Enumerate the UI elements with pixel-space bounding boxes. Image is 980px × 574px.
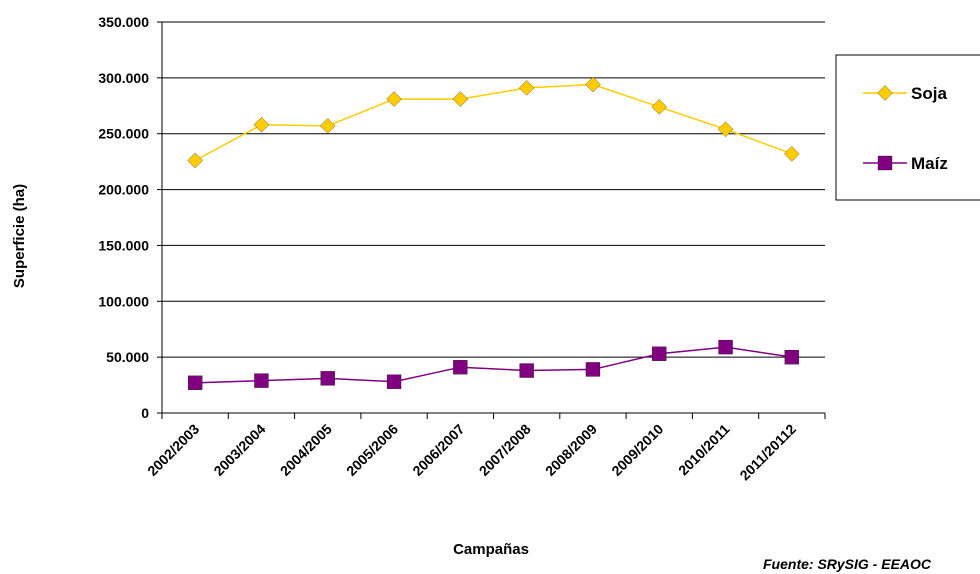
- data-point-maiz: [320, 371, 335, 386]
- legend-box: [835, 54, 980, 201]
- data-point-soja: [452, 91, 469, 107]
- y-tick-label: 300.000: [98, 70, 149, 86]
- y-tick-labels: 0 50.000 100.000 150.000 200.000 250.000 300.0…: [98, 14, 149, 421]
- legend-label-maiz: Maíz: [911, 154, 948, 173]
- data-point-soja: [784, 146, 800, 162]
- source-note: Fuente: SRySIG - EEAOC: [763, 556, 932, 572]
- legend: Soja Maíz: [835, 54, 980, 201]
- legend-marker-soja: [877, 85, 893, 101]
- legend-marker-maiz: [877, 155, 893, 171]
- data-point-maiz: [519, 363, 534, 378]
- y-tick-label: 150.000: [98, 237, 149, 253]
- x-tick-label: 2003/2004: [210, 421, 268, 479]
- axes: [161, 22, 826, 419]
- data-point-maiz: [386, 374, 402, 389]
- y-tick-label: 100.000: [98, 293, 149, 309]
- y-tick-label: 250.000: [98, 126, 149, 142]
- x-tick-label: 2011/20112: [736, 421, 799, 484]
- data-point-soja: [253, 117, 270, 133]
- legend-items: Soja Maíz: [863, 84, 948, 173]
- data-point-soja: [518, 80, 535, 96]
- data-point-soja: [585, 76, 601, 93]
- data-point-maiz: [453, 360, 468, 375]
- x-tick-label: 2004/2005: [277, 421, 335, 479]
- x-tick-label: 2010/2011: [675, 421, 733, 479]
- data-point-soja: [651, 99, 667, 115]
- series-line-soja: [194, 83, 793, 162]
- y-tick-label: 0: [141, 405, 149, 421]
- x-tick-label: 2005/2006: [343, 421, 401, 479]
- legend-label-soja: Soja: [911, 84, 947, 103]
- y-tick-label: 200.000: [98, 182, 149, 198]
- gridlines: [157, 21, 825, 414]
- x-tick-label: 2007/2008: [476, 421, 534, 479]
- y-tick-label: 350.000: [98, 14, 149, 30]
- data-point-soja: [717, 121, 734, 137]
- data-point-soja: [187, 152, 203, 169]
- data-point-maiz: [652, 346, 667, 361]
- data-point-maiz: [254, 373, 269, 388]
- data-point-maiz: [784, 349, 799, 365]
- data-point-soja: [386, 91, 402, 107]
- x-tick-label: 2008/2009: [542, 421, 600, 479]
- data-point-maiz: [585, 362, 601, 377]
- y-tick-label: 50.000: [106, 349, 149, 365]
- data-point-maiz: [187, 375, 203, 390]
- x-tick-labels: 2002/2003 2003/2004 2004/2005 2005/2006 2006…: [144, 421, 799, 484]
- data-point-soja: [320, 118, 336, 134]
- y-axis-title: Superficie (ha): [11, 184, 28, 288]
- data-point-maiz: [718, 339, 733, 355]
- x-axis-title: Campañas: [453, 541, 529, 558]
- x-tick-label: 2002/2003: [144, 421, 202, 479]
- x-tick-label: 2006/2007: [409, 421, 467, 479]
- series-group: [187, 76, 800, 390]
- x-tick-label: 2009/2010: [608, 421, 666, 479]
- series-line-maiz: [195, 346, 792, 384]
